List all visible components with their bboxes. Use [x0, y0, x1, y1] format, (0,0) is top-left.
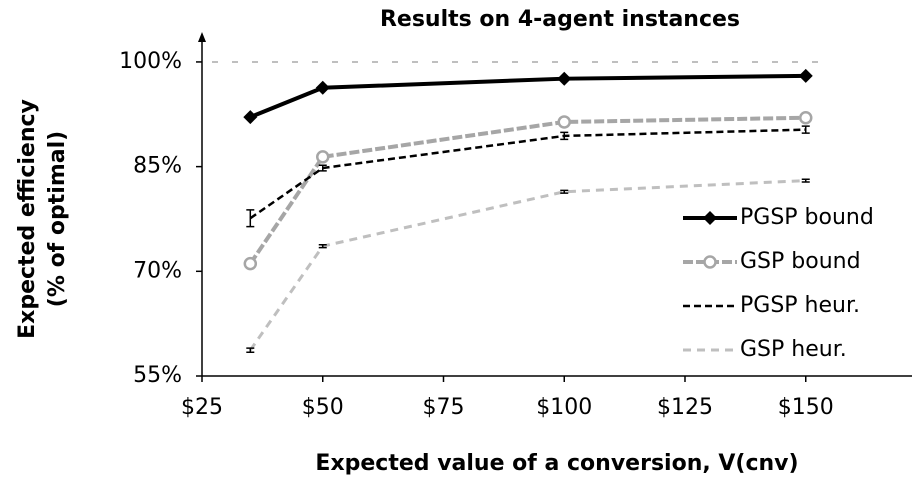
legend-label: GSP heur.	[740, 337, 847, 362]
series-line	[249, 73, 806, 119]
series-line	[248, 115, 806, 265]
point	[315, 80, 330, 95]
point	[243, 256, 258, 271]
x-tick-label: $25	[181, 395, 223, 420]
point	[557, 115, 571, 129]
point	[557, 71, 572, 86]
point	[243, 110, 258, 125]
point	[315, 150, 330, 164]
point	[703, 255, 717, 269]
error-bar	[560, 131, 569, 141]
point	[798, 68, 813, 83]
error-bar	[318, 164, 327, 172]
y-axis-label: (% of optimal)	[45, 131, 70, 307]
y-tick-label: 55%	[133, 363, 182, 388]
legend-label: GSP bound	[740, 249, 861, 274]
x-axis-label: Expected value of a conversion, V(cnv)	[315, 451, 798, 476]
error-bar	[801, 125, 810, 134]
legend-label: PGSP heur.	[740, 293, 860, 318]
y-tick-label: 85%	[133, 154, 182, 179]
y-tick-label: 70%	[133, 258, 182, 283]
x-tick-label: $100	[536, 395, 592, 420]
y-tick-label: 100%	[119, 49, 182, 74]
series-line	[249, 128, 806, 220]
point	[798, 111, 813, 125]
error-bar	[560, 189, 569, 194]
error-bar	[801, 178, 810, 183]
x-tick-label: $50	[302, 395, 344, 420]
series-line	[249, 179, 806, 352]
error-bar	[246, 347, 255, 354]
error-bar	[318, 244, 327, 249]
y-axis-arrow	[198, 32, 206, 42]
point	[703, 211, 717, 225]
error-bar	[246, 209, 255, 228]
chart-title: Results on 4-agent instances	[380, 7, 740, 32]
y-axis-label: Expected efficiency	[15, 99, 40, 339]
x-tick-label: $75	[422, 395, 464, 420]
legend-label: PGSP bound	[740, 205, 874, 230]
x-tick-label: $125	[657, 395, 713, 420]
x-tick-label: $150	[778, 395, 834, 420]
